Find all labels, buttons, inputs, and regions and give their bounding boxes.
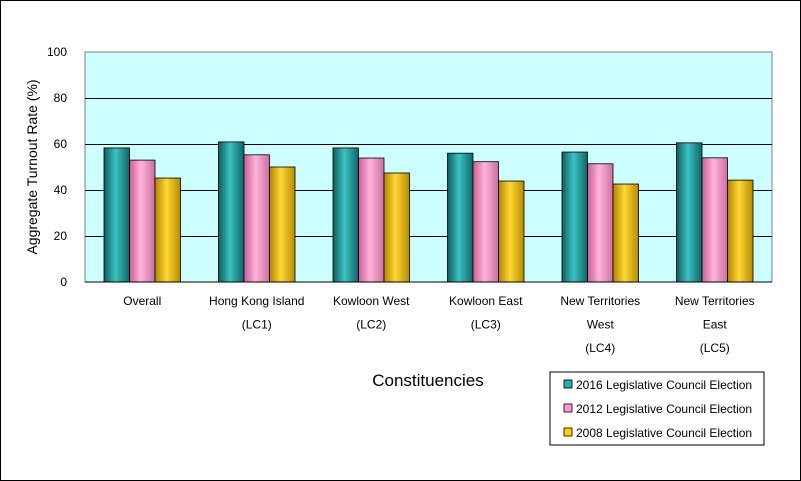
bar [383, 172, 410, 283]
gridlines [85, 98, 772, 237]
y-tick-label: 20 [54, 229, 68, 243]
y-axis-title: Aggregate Turnout Rate (%) [24, 79, 40, 254]
bar [332, 147, 359, 283]
x-category-label: Kowloon East [449, 294, 523, 308]
x-category-label: (LC1) [242, 318, 272, 332]
legend-label: 2016 Legislative Council Election [576, 378, 752, 392]
x-category-label: New Territories [675, 294, 755, 308]
bar [218, 141, 245, 283]
y-tick-label: 40 [54, 183, 68, 197]
bar [243, 154, 270, 283]
bar [727, 179, 754, 283]
bar [587, 163, 614, 283]
x-axis-title: Constituencies [372, 371, 484, 390]
legend-swatch [563, 403, 573, 413]
bar [701, 157, 728, 283]
y-tick-labels: 0 20 40 60 80 100 [47, 45, 67, 289]
x-category-label: West [587, 318, 615, 332]
bar [612, 183, 639, 283]
bars [103, 141, 754, 283]
y-tick-label: 80 [54, 91, 68, 105]
bar [358, 157, 385, 283]
x-category-label: East [703, 318, 728, 332]
x-category-label: (LC3) [471, 318, 501, 332]
legend-label: 2008 Legislative Council Election [576, 426, 752, 440]
legend-swatch [563, 379, 573, 389]
x-category-label: New Territories [560, 294, 640, 308]
x-category-label: Hong Kong Island [209, 294, 304, 308]
bar [154, 177, 181, 283]
legend-label: 2012 Legislative Council Election [576, 402, 752, 416]
bar [472, 161, 499, 283]
x-category-labels: Overall Hong Kong Island (LC1) Kowloon West… [123, 294, 754, 355]
bar [447, 152, 474, 283]
y-tick-label: 60 [54, 137, 68, 151]
bar [561, 151, 588, 283]
bar [129, 159, 156, 283]
x-category-label: (LC5) [700, 341, 730, 355]
x-category-label: (LC2) [356, 318, 386, 332]
x-category-label: Overall [123, 294, 161, 308]
bar [498, 180, 525, 283]
y-tick-label: 100 [47, 45, 67, 59]
x-category-label: (LC4) [585, 341, 615, 355]
legend: 2016 Legislative Council Election 2012 Le… [549, 371, 765, 446]
x-category-label: Kowloon West [333, 294, 410, 308]
legend-swatch [563, 427, 573, 437]
y-tick-label: 0 [60, 275, 67, 289]
plot-area [84, 51, 773, 283]
legend-box [549, 371, 765, 446]
bar [676, 142, 703, 283]
bar [269, 166, 296, 283]
bar [103, 147, 130, 283]
